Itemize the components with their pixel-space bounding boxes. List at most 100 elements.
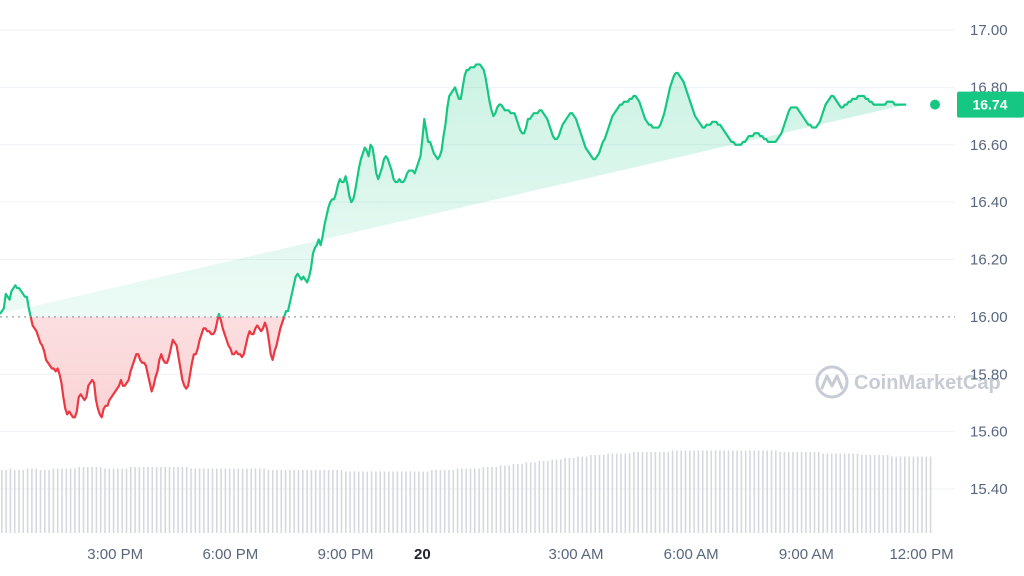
- volume-bar: [160, 467, 162, 533]
- volume-bar: [757, 450, 760, 533]
- y-tick-label: 16.40: [970, 194, 1008, 211]
- volume-bar: [357, 471, 360, 533]
- volume-bar: [422, 471, 424, 533]
- volume-bar: [392, 471, 394, 533]
- volume-bar: [830, 453, 833, 533]
- volume-bar: [405, 471, 407, 533]
- volume-bar: [190, 468, 192, 533]
- volume-bar: [512, 464, 515, 533]
- volume-bar: [44, 470, 46, 533]
- volume-bar: [383, 471, 386, 533]
- coinmarketcap-logo-icon: [815, 365, 849, 399]
- volume-bar: [495, 467, 498, 533]
- volume-bar: [61, 468, 63, 533]
- volume-bar: [474, 468, 476, 533]
- x-tick-label: 3:00 AM: [548, 546, 603, 563]
- volume-bar: [130, 467, 132, 533]
- volume-bar: [461, 468, 463, 533]
- volume-bar: [891, 456, 893, 533]
- x-axis: 3:00 PM 6:00 PM 9:00 PM 20 3:00 AM 6:00 AM 9:0…: [87, 546, 953, 563]
- volume-bar: [809, 452, 811, 533]
- volume-bar: [134, 467, 136, 533]
- volume-bar: [796, 452, 799, 533]
- volume-bar: [456, 468, 459, 533]
- volume-bar: [280, 470, 283, 533]
- volume-bar: [1, 470, 3, 533]
- volume-bar: [413, 471, 416, 533]
- volume-bar: [641, 452, 644, 533]
- volume-bar: [121, 468, 123, 533]
- volume-bar: [882, 455, 885, 533]
- volume-bar: [228, 468, 231, 533]
- volume-bar: [198, 468, 201, 533]
- volume-bar: [482, 467, 485, 533]
- volume-bar: [293, 470, 295, 533]
- volume-bar: [852, 453, 854, 533]
- volume-bar: [499, 465, 502, 533]
- volume-bar: [142, 467, 145, 533]
- volume-bar: [904, 456, 906, 533]
- x-tick-label: 12:00 PM: [889, 546, 953, 563]
- volume-bar: [529, 462, 532, 533]
- volume-bar: [620, 453, 622, 533]
- volume-bar: [594, 455, 596, 533]
- volume-bar: [895, 456, 897, 533]
- volume-bar: [766, 450, 768, 533]
- volume-bar: [276, 470, 278, 533]
- volume-bar: [250, 468, 252, 533]
- x-tick-label: 20: [414, 546, 431, 563]
- volume-bar: [431, 470, 433, 533]
- volume-bar: [418, 471, 420, 533]
- volume-bar: [886, 455, 889, 533]
- volume-bar: [327, 470, 330, 533]
- volume-bar: [693, 450, 695, 533]
- volume-bar: [835, 453, 837, 533]
- x-tick-label: 9:00 PM: [318, 546, 374, 563]
- volume-bar: [48, 470, 50, 533]
- volume-bar: [448, 470, 450, 533]
- volume-bar: [164, 467, 166, 533]
- volume-bar: [646, 452, 648, 533]
- volume-bar: [839, 453, 842, 533]
- volume-bar: [345, 471, 347, 533]
- volume-bar: [207, 468, 209, 533]
- volume-bar: [465, 468, 467, 533]
- volume-bar: [740, 450, 743, 533]
- volume-bar: [241, 468, 244, 533]
- volume-bar: [689, 450, 691, 533]
- volume-bar: [581, 456, 584, 533]
- volume-bar: [52, 468, 55, 533]
- volume-bar: [542, 461, 545, 533]
- volume-bar: [469, 468, 472, 533]
- volume-bar: [921, 456, 923, 533]
- price-area: [0, 64, 907, 418]
- volume-bar: [504, 465, 506, 533]
- volume-bar: [878, 455, 880, 533]
- volume-bar: [35, 468, 37, 533]
- volume-bar: [340, 470, 343, 533]
- volume-bar: [929, 456, 932, 533]
- y-tick-label: 15.60: [970, 424, 1008, 441]
- volume-bar: [177, 467, 179, 533]
- x-tick-label: 3:00 PM: [87, 546, 143, 563]
- volume-bar: [117, 468, 119, 533]
- volume-bar: [246, 468, 248, 533]
- volume-bar: [701, 450, 704, 533]
- volume-bar: [297, 470, 300, 533]
- volume-bar: [908, 456, 910, 533]
- volume-bar: [426, 471, 429, 533]
- volume-bar: [319, 470, 321, 533]
- volume-bar: [805, 452, 807, 533]
- volume-bar: [525, 462, 528, 533]
- volume-bar: [607, 453, 609, 533]
- volume-bar: [99, 467, 102, 533]
- volume-bar: [302, 470, 304, 533]
- volume-bar: [762, 450, 764, 533]
- volume-bar: [216, 468, 218, 533]
- volume-bar: [508, 465, 510, 533]
- volume-bar: [26, 468, 29, 533]
- volume-bar: [598, 455, 601, 533]
- volume-bar: [577, 456, 579, 533]
- volume-bar: [744, 450, 747, 533]
